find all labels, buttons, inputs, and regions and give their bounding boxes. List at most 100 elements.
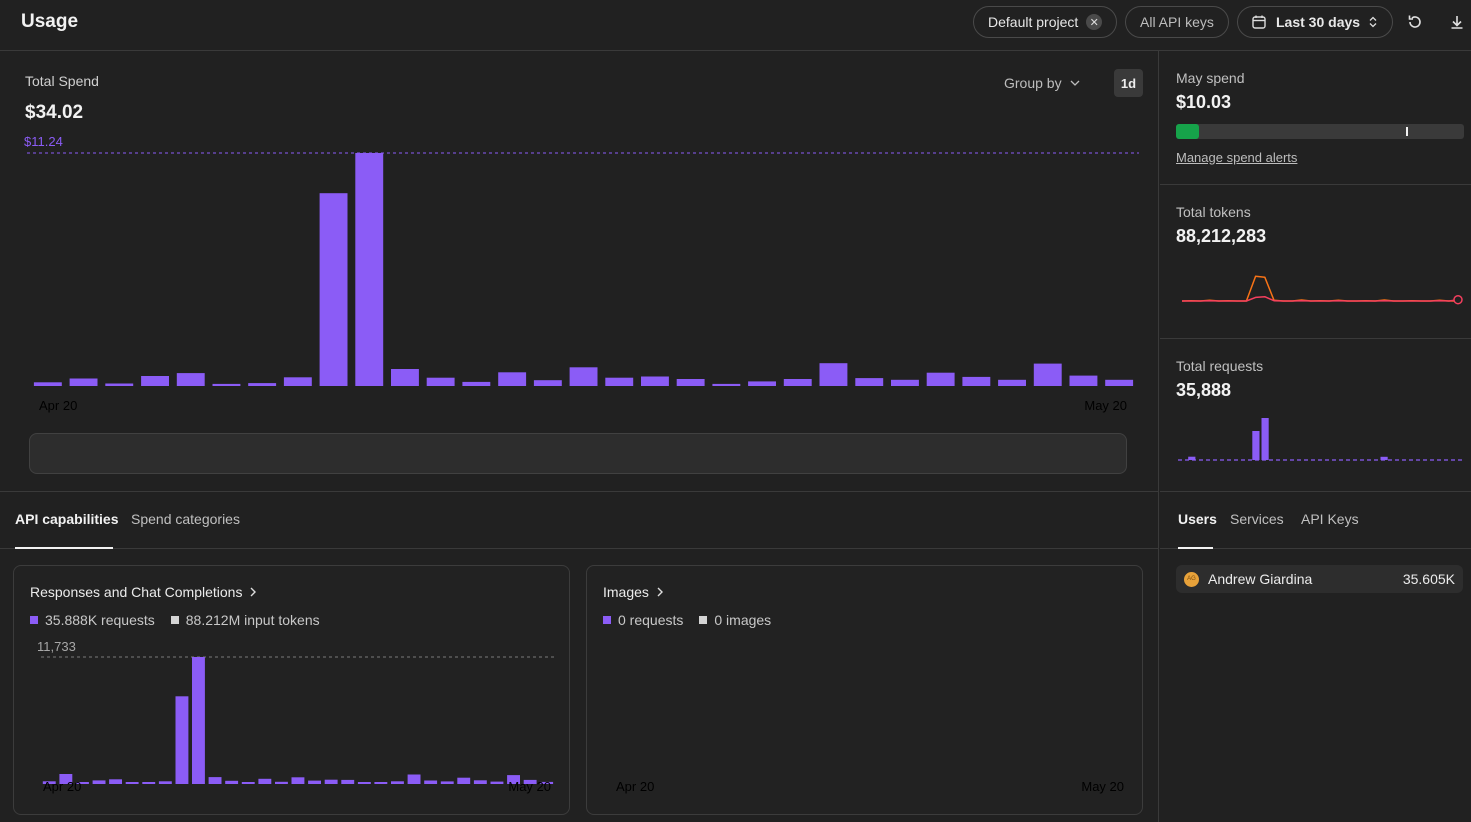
total-tokens-section: Total tokens 88,212,283 (1160, 185, 1471, 339)
responses-bar[interactable] (391, 781, 404, 784)
responses-bar[interactable] (341, 779, 355, 784)
date-range-selector[interactable]: Last 30 days (1237, 6, 1394, 38)
spend-bar[interactable] (1069, 375, 1098, 386)
tab-api-keys[interactable]: API Keys (1301, 511, 1359, 527)
spend-bar[interactable] (569, 367, 598, 386)
spend-bar[interactable] (605, 377, 634, 386)
responses-bar[interactable] (59, 774, 73, 784)
tab-api-capabilities[interactable]: API capabilities (15, 511, 119, 527)
spend-bar[interactable] (319, 193, 348, 386)
user-row[interactable]: AG Andrew Giardina 35.605K (1176, 565, 1463, 593)
responses-bar[interactable] (258, 778, 272, 784)
range-scrubber[interactable] (29, 433, 1127, 474)
page-title: Usage (21, 11, 79, 32)
spend-bar[interactable] (1105, 379, 1134, 386)
user-usage-value: 35.605K (1402, 571, 1455, 587)
api-keys-filter[interactable]: All API keys (1125, 6, 1229, 38)
responses-bar[interactable] (308, 780, 321, 784)
spend-bar[interactable] (926, 372, 955, 386)
responses-bar[interactable] (440, 781, 454, 784)
responses-bar[interactable] (42, 781, 56, 784)
responses-bar[interactable] (241, 782, 255, 784)
spend-bar[interactable] (712, 383, 741, 386)
spend-bar[interactable] (1033, 363, 1062, 386)
active-user-tab-underline (1178, 547, 1213, 549)
images-x-end: May 20 (1081, 779, 1124, 794)
spend-bar[interactable] (176, 373, 205, 386)
legend-requests: 35.888K requests (30, 612, 155, 628)
download-button[interactable] (1445, 10, 1469, 34)
spend-bar[interactable] (783, 379, 812, 386)
responses-bar[interactable] (291, 777, 305, 784)
chevron-right-icon (657, 587, 663, 597)
responses-bar[interactable] (490, 781, 504, 784)
project-filter[interactable]: Default project ✕ (973, 6, 1118, 38)
responses-card[interactable]: Responses and Chat Completions 35.888K r… (13, 565, 570, 815)
user-tabs: Users Services API Keys (1160, 492, 1471, 549)
close-icon[interactable]: ✕ (1086, 14, 1103, 30)
responses-bar[interactable] (407, 774, 421, 785)
spend-bar[interactable] (69, 378, 98, 387)
tab-users[interactable]: Users (1178, 511, 1217, 527)
responses-bar[interactable] (457, 777, 471, 784)
spend-bar[interactable] (641, 376, 669, 387)
responses-bar[interactable] (158, 781, 172, 784)
calendar-icon (1252, 15, 1266, 29)
spend-bar[interactable] (105, 383, 134, 387)
manage-spend-alerts-link[interactable]: Manage spend alerts (1176, 150, 1298, 165)
tab-spend-categories[interactable]: Spend categories (131, 511, 240, 527)
images-card[interactable]: Images 0 requests 0 images Apr 20 May 20 (586, 565, 1143, 815)
group-by-dropdown[interactable]: Group by (1004, 75, 1080, 91)
images-card-title[interactable]: Images (603, 584, 664, 600)
spend-bar[interactable] (212, 383, 241, 386)
spend-bar[interactable] (426, 377, 455, 386)
responses-bar[interactable] (109, 779, 122, 784)
spend-bar[interactable] (33, 382, 62, 386)
responses-bar[interactable] (125, 782, 139, 784)
total-tokens-value: 88,212,283 (1176, 226, 1267, 246)
responses-bar[interactable] (92, 780, 106, 784)
responses-bar[interactable] (357, 782, 371, 784)
spend-bar[interactable] (676, 379, 705, 386)
legend-image-requests: 0 requests (603, 612, 683, 628)
total-spend-panel: Total Spend $34.02 Group by 1d $11.24 Ap… (0, 51, 1159, 492)
responses-bar[interactable] (374, 782, 388, 784)
spend-bar[interactable] (855, 378, 884, 386)
responses-bar[interactable] (523, 779, 537, 784)
images-legend: 0 requests 0 images (603, 612, 771, 628)
spend-bar[interactable] (462, 381, 491, 386)
spend-bar[interactable] (748, 381, 776, 386)
spend-max-label: $11.24 (24, 134, 63, 149)
responses-bar[interactable] (225, 780, 239, 784)
responses-bar[interactable] (192, 657, 205, 784)
responses-bar[interactable] (142, 782, 156, 784)
responses-bar[interactable] (540, 781, 554, 784)
spend-bar[interactable] (283, 377, 312, 386)
spend-bar[interactable] (141, 376, 169, 386)
spend-bar[interactable] (819, 363, 848, 386)
spend-bar[interactable] (891, 379, 919, 386)
spend-bar[interactable] (962, 376, 991, 386)
responses-bar[interactable] (208, 777, 222, 784)
spend-bar[interactable] (533, 380, 562, 386)
responses-bar[interactable] (76, 782, 89, 784)
tab-services[interactable]: Services (1230, 511, 1284, 527)
responses-bar[interactable] (324, 779, 338, 784)
refresh-button[interactable] (1403, 10, 1427, 34)
interval-1d-button[interactable]: 1d (1114, 69, 1143, 97)
responses-bar[interactable] (275, 781, 288, 784)
spend-bar[interactable] (355, 153, 384, 386)
spend-bar[interactable] (998, 379, 1026, 386)
responses-bar[interactable] (175, 696, 189, 784)
active-tab-underline (15, 547, 113, 549)
capabilities-tabs: API capabilities Spend categories (0, 492, 1159, 549)
spend-bar[interactable] (391, 369, 419, 386)
spend-bar[interactable] (248, 383, 277, 386)
responses-bar[interactable] (473, 780, 487, 784)
responses-card-title[interactable]: Responses and Chat Completions (30, 584, 257, 600)
user-name: Andrew Giardina (1208, 571, 1313, 587)
responses-bar[interactable] (424, 780, 438, 785)
spend-bar[interactable] (498, 372, 527, 386)
responses-bar[interactable] (507, 775, 520, 784)
group-by-label: Group by (1004, 75, 1062, 91)
